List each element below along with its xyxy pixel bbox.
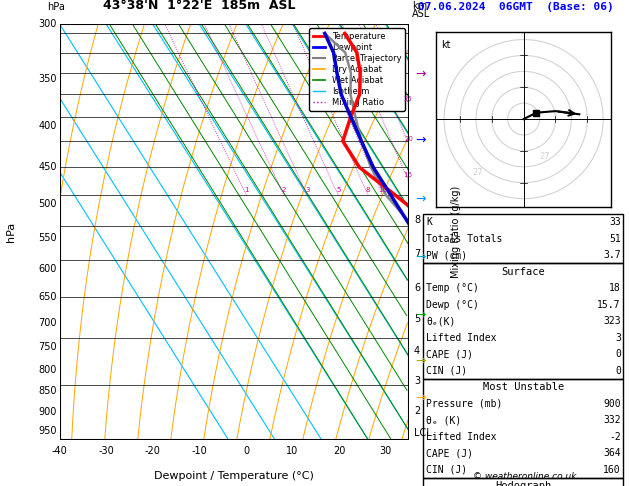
Text: 400: 400 xyxy=(38,121,57,131)
Text: 600: 600 xyxy=(38,264,57,274)
Text: 300: 300 xyxy=(38,19,57,29)
Text: 0: 0 xyxy=(243,446,249,456)
Text: 51: 51 xyxy=(609,234,621,243)
Text: Dewp (°C): Dewp (°C) xyxy=(426,300,479,310)
Text: 900: 900 xyxy=(603,399,621,409)
Text: 6: 6 xyxy=(414,282,420,293)
Text: hPa: hPa xyxy=(47,2,65,12)
Text: 07.06.2024  06GMT  (Base: 06): 07.06.2024 06GMT (Base: 06) xyxy=(418,2,614,12)
Text: 0: 0 xyxy=(615,349,621,359)
Text: 900: 900 xyxy=(38,407,57,417)
Text: Lifted Index: Lifted Index xyxy=(426,432,497,442)
Text: 750: 750 xyxy=(38,342,57,352)
Text: CAPE (J): CAPE (J) xyxy=(426,349,474,359)
Text: Temp (°C): Temp (°C) xyxy=(426,283,479,293)
Text: →: → xyxy=(415,309,425,322)
Text: hPa: hPa xyxy=(6,222,16,242)
Text: 16: 16 xyxy=(404,172,413,178)
Text: ASL: ASL xyxy=(412,9,430,19)
Text: CAPE (J): CAPE (J) xyxy=(426,449,474,458)
Text: 10: 10 xyxy=(378,188,387,193)
Text: Totals Totals: Totals Totals xyxy=(426,234,503,243)
Text: Surface: Surface xyxy=(501,267,545,277)
Text: 650: 650 xyxy=(38,292,57,302)
Text: K: K xyxy=(426,217,432,227)
Text: 160: 160 xyxy=(603,465,621,475)
Text: 43°38'N  1°22'E  185m  ASL: 43°38'N 1°22'E 185m ASL xyxy=(103,0,296,12)
Text: 3: 3 xyxy=(305,188,309,193)
Text: 4: 4 xyxy=(414,346,420,356)
Text: 700: 700 xyxy=(38,318,57,328)
Text: 332: 332 xyxy=(603,416,621,425)
Text: 850: 850 xyxy=(38,386,57,397)
Text: Hodograph: Hodograph xyxy=(495,482,552,486)
Text: LCL: LCL xyxy=(414,428,431,437)
Text: 20: 20 xyxy=(333,446,345,456)
Text: 25: 25 xyxy=(404,96,413,102)
Text: CIN (J): CIN (J) xyxy=(426,465,467,475)
Text: 364: 364 xyxy=(603,449,621,458)
Text: 5: 5 xyxy=(336,188,340,193)
Text: →: → xyxy=(415,392,425,405)
Text: -10: -10 xyxy=(191,446,208,456)
Text: θₑ (K): θₑ (K) xyxy=(426,416,462,425)
Text: θₑ(K): θₑ(K) xyxy=(426,316,456,326)
Text: Pressure (mb): Pressure (mb) xyxy=(426,399,503,409)
Text: 3: 3 xyxy=(414,376,420,386)
Text: 27: 27 xyxy=(540,152,550,161)
Text: 450: 450 xyxy=(38,162,57,172)
Text: © weatheronline.co.uk: © weatheronline.co.uk xyxy=(474,472,577,481)
Text: 1: 1 xyxy=(244,188,248,193)
Text: 2: 2 xyxy=(414,406,420,416)
Text: 20: 20 xyxy=(404,136,413,142)
Text: →: → xyxy=(415,250,425,263)
Text: →: → xyxy=(415,134,425,147)
Text: 33: 33 xyxy=(609,217,621,227)
Text: km: km xyxy=(412,0,427,11)
Text: →: → xyxy=(415,192,425,205)
Text: 2: 2 xyxy=(282,188,286,193)
Text: 350: 350 xyxy=(38,74,57,84)
Text: -40: -40 xyxy=(52,446,68,456)
Text: 3.7: 3.7 xyxy=(603,250,621,260)
Text: 500: 500 xyxy=(38,199,57,209)
Text: Lifted Index: Lifted Index xyxy=(426,333,497,343)
Legend: Temperature, Dewpoint, Parcel Trajectory, Dry Adiabat, Wet Adiabat, Isotherm, Mi: Temperature, Dewpoint, Parcel Trajectory… xyxy=(309,29,404,111)
Text: kt: kt xyxy=(441,39,450,50)
Text: 3: 3 xyxy=(615,333,621,343)
Text: PW (cm): PW (cm) xyxy=(426,250,467,260)
Text: 550: 550 xyxy=(38,233,57,243)
Text: →: → xyxy=(415,68,425,81)
Text: 950: 950 xyxy=(38,426,57,435)
Text: CIN (J): CIN (J) xyxy=(426,366,467,376)
Text: 10: 10 xyxy=(286,446,299,456)
Text: 15.7: 15.7 xyxy=(598,300,621,310)
Text: 5: 5 xyxy=(414,314,420,325)
Text: 8: 8 xyxy=(414,215,420,225)
Text: 18: 18 xyxy=(609,283,621,293)
Text: 7: 7 xyxy=(414,249,420,259)
Text: 323: 323 xyxy=(603,316,621,326)
Text: Most Unstable: Most Unstable xyxy=(482,382,564,392)
Text: 8: 8 xyxy=(366,188,370,193)
Text: Dewpoint / Temperature (°C): Dewpoint / Temperature (°C) xyxy=(154,471,314,481)
Text: 30: 30 xyxy=(379,446,392,456)
Text: 0: 0 xyxy=(615,366,621,376)
Text: →: → xyxy=(415,354,425,367)
Text: 800: 800 xyxy=(38,365,57,375)
Text: 27: 27 xyxy=(473,168,483,177)
Text: -2: -2 xyxy=(609,432,621,442)
Text: -30: -30 xyxy=(98,446,114,456)
Text: -20: -20 xyxy=(145,446,161,456)
Text: Mixing Ratio (g/kg): Mixing Ratio (g/kg) xyxy=(451,186,461,278)
